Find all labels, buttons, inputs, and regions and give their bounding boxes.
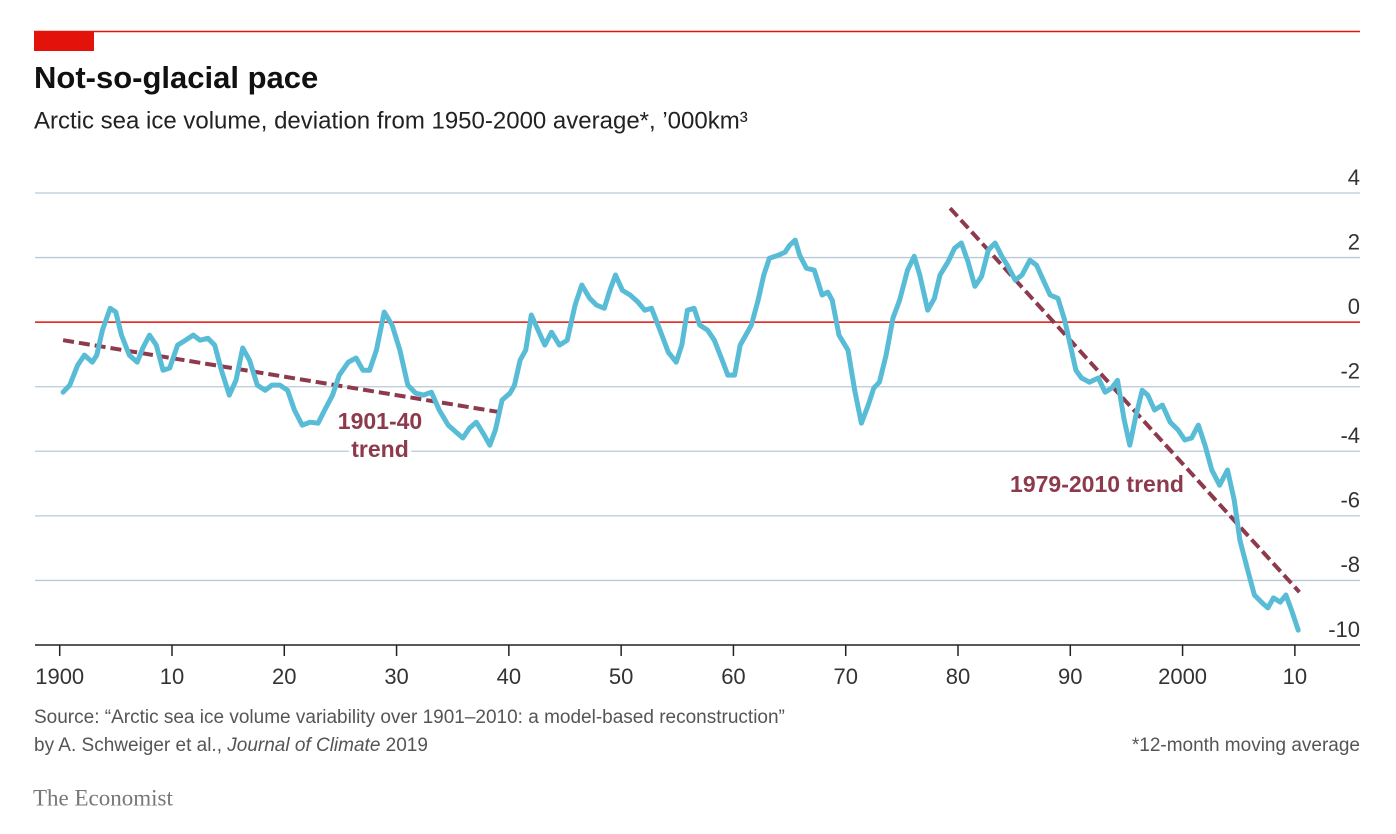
x-tick-label: 90	[1058, 664, 1082, 689]
source-line: Source: “Arctic sea ice volume variabili…	[34, 707, 785, 728]
trend-label: 1979-2010 trend	[1010, 471, 1184, 497]
x-tick-label: 40	[497, 664, 521, 689]
brand-bar	[34, 31, 94, 51]
x-tick-label: 60	[721, 664, 745, 689]
source-text: by A. Schweiger et al.,	[34, 735, 227, 756]
x-tick-label: 10	[1283, 664, 1307, 689]
x-tick-label: 2000	[1158, 664, 1207, 689]
plot-area: -10 -8 -6 -4 -2 0 2 4 1900 10 20 30 40 50 60 70 80 90 2000…	[35, 165, 1360, 689]
chart-title: Not-so-glacial pace	[34, 60, 318, 95]
x-tick-label: 10	[160, 664, 184, 689]
trend-label: 1901-40	[338, 408, 422, 434]
y-tick-label: -8	[1340, 552, 1360, 577]
source-journal: Journal of Climate	[226, 735, 380, 756]
source-line: by A. Schweiger et al., Journal of Clima…	[34, 735, 428, 756]
trend-line	[948, 206, 1301, 594]
chart-subtitle: Arctic sea ice volume, deviation from 19…	[34, 107, 748, 134]
y-tick-label: -4	[1340, 423, 1360, 448]
trend-label: trend	[351, 436, 409, 462]
source-text: 2019	[380, 735, 428, 756]
y-tick-label: 2	[1348, 229, 1360, 254]
trend-line	[62, 338, 501, 415]
y-tick-label: -10	[1328, 617, 1360, 642]
x-tick-label: 30	[384, 664, 408, 689]
x-tick-label: 70	[833, 664, 857, 689]
brand: The Economist	[33, 785, 173, 810]
y-tick-label: 0	[1348, 294, 1360, 319]
x-tick-label: 1900	[35, 664, 84, 689]
x-tick-label: 20	[272, 664, 296, 689]
y-tick-label: 4	[1348, 165, 1360, 190]
y-tick-label: -2	[1340, 359, 1360, 384]
data-line	[60, 237, 1301, 633]
footnote: *12-month moving average	[1132, 735, 1360, 756]
y-tick-label: -6	[1340, 488, 1360, 513]
x-tick-label: 80	[946, 664, 970, 689]
x-tick-label: 50	[609, 664, 633, 689]
